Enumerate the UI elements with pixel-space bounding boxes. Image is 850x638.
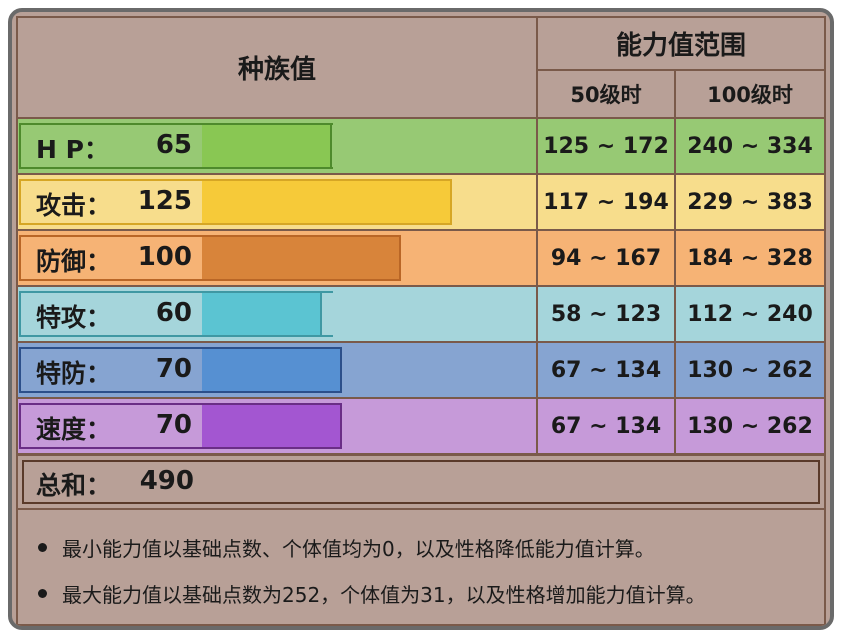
note-max: 最大能力值以基础点数为252，个体值为31，以及性格增加能力值计算。 [62, 583, 706, 607]
stat-inner-frame [19, 235, 333, 281]
stat-inner-frame [19, 403, 333, 449]
stat-row: 速度： 70 [16, 397, 538, 455]
stat-bar [202, 123, 332, 169]
note-min: 最小能力值以基础点数、个体值均为0，以及性格降低能力值计算。 [62, 537, 655, 561]
stat-inner-frame [19, 291, 333, 337]
stat-name: 防御： [36, 247, 112, 276]
stat-name: 特攻： [36, 303, 112, 332]
range-level50: 117 ~ 194 [536, 173, 676, 231]
range-level100: 229 ~ 383 [674, 173, 826, 231]
range-level50: 125 ~ 172 [536, 117, 676, 175]
stat-row: 特攻： 60 [16, 285, 538, 343]
base-stats-header: 种族值 [16, 16, 538, 119]
range-level50: 58 ~ 123 [536, 285, 676, 343]
stat-value: 70 [155, 354, 192, 384]
total-value: 490 [139, 466, 194, 496]
notes-panel: 最小能力值以基础点数、个体值均为0，以及性格降低能力值计算。 最大能力值以基础点… [16, 508, 826, 626]
stat-name: 攻击： [36, 191, 112, 220]
total-inner [22, 460, 820, 504]
stats-card: 种族值 能力值范围 50级时 100级时 H P： 65 125 ~ 172 240 … [8, 8, 834, 630]
stat-name: H P： [36, 135, 109, 164]
stat-value: 125 [137, 186, 192, 216]
stat-row: 特防： 70 [16, 341, 538, 399]
level100-label: 100级时 [707, 83, 793, 107]
stat-value: 100 [137, 242, 192, 272]
range-level50: 67 ~ 134 [536, 397, 676, 455]
stat-bar [202, 347, 342, 393]
note-bullet-2 [38, 589, 47, 598]
level50-header: 50级时 [536, 69, 676, 119]
stat-inner-frame [19, 347, 333, 393]
total-row: 总和： 490 [16, 454, 826, 510]
stat-inner-frame [19, 179, 333, 225]
stat-name: 特防： [36, 359, 112, 388]
range-level50: 67 ~ 134 [536, 341, 676, 399]
stat-bar [202, 235, 401, 281]
note-bullet-1 [38, 543, 47, 552]
range-level100: 240 ~ 334 [674, 117, 826, 175]
level50-label: 50级时 [570, 83, 642, 107]
range-level100: 112 ~ 240 [674, 285, 826, 343]
range-title: 能力值范围 [615, 31, 746, 61]
stat-bar [202, 179, 452, 225]
range-level100: 130 ~ 262 [674, 341, 826, 399]
stat-bar [202, 403, 342, 449]
range-level50: 94 ~ 167 [536, 229, 676, 287]
stat-row: 防御： 100 [16, 229, 538, 287]
range-level100: 130 ~ 262 [674, 397, 826, 455]
base-stats-title: 种族值 [237, 55, 316, 85]
range-header: 能力值范围 [536, 16, 826, 71]
stat-inner-frame [19, 123, 333, 169]
stat-value: 65 [155, 130, 192, 160]
level100-header: 100级时 [674, 69, 826, 119]
range-level100: 184 ~ 328 [674, 229, 826, 287]
stat-bar [202, 291, 322, 337]
stat-value: 70 [155, 410, 192, 440]
stat-name: 速度： [36, 415, 112, 444]
total-label: 总和： [36, 471, 112, 500]
stat-value: 60 [155, 298, 192, 328]
stat-row: 攻击： 125 [16, 173, 538, 231]
stat-row: H P： 65 [16, 117, 538, 175]
